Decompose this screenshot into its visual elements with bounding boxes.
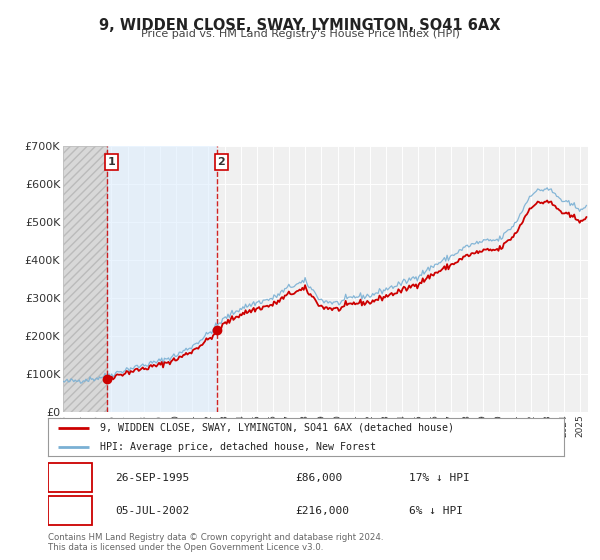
Bar bbox=[107, 146, 217, 412]
Bar bbox=[63, 146, 107, 412]
FancyBboxPatch shape bbox=[48, 496, 92, 525]
Text: 26-SEP-1995: 26-SEP-1995 bbox=[115, 473, 190, 483]
Text: 17% ↓ HPI: 17% ↓ HPI bbox=[409, 473, 470, 483]
Text: 1: 1 bbox=[67, 471, 74, 484]
Text: £216,000: £216,000 bbox=[296, 506, 350, 516]
Text: 1: 1 bbox=[108, 157, 116, 167]
Text: 05-JUL-2002: 05-JUL-2002 bbox=[115, 506, 190, 516]
Text: 2: 2 bbox=[218, 157, 226, 167]
Text: 9, WIDDEN CLOSE, SWAY, LYMINGTON, SO41 6AX: 9, WIDDEN CLOSE, SWAY, LYMINGTON, SO41 6… bbox=[99, 18, 501, 33]
Text: Contains HM Land Registry data © Crown copyright and database right 2024.: Contains HM Land Registry data © Crown c… bbox=[48, 533, 383, 542]
Text: 6% ↓ HPI: 6% ↓ HPI bbox=[409, 506, 463, 516]
Text: 2: 2 bbox=[67, 504, 74, 517]
FancyBboxPatch shape bbox=[48, 463, 92, 492]
Text: This data is licensed under the Open Government Licence v3.0.: This data is licensed under the Open Gov… bbox=[48, 543, 323, 552]
Bar bbox=[63, 146, 107, 412]
Text: 9, WIDDEN CLOSE, SWAY, LYMINGTON, SO41 6AX (detached house): 9, WIDDEN CLOSE, SWAY, LYMINGTON, SO41 6… bbox=[100, 423, 454, 433]
Text: HPI: Average price, detached house, New Forest: HPI: Average price, detached house, New … bbox=[100, 442, 376, 452]
Text: Price paid vs. HM Land Registry's House Price Index (HPI): Price paid vs. HM Land Registry's House … bbox=[140, 29, 460, 39]
Text: £86,000: £86,000 bbox=[296, 473, 343, 483]
